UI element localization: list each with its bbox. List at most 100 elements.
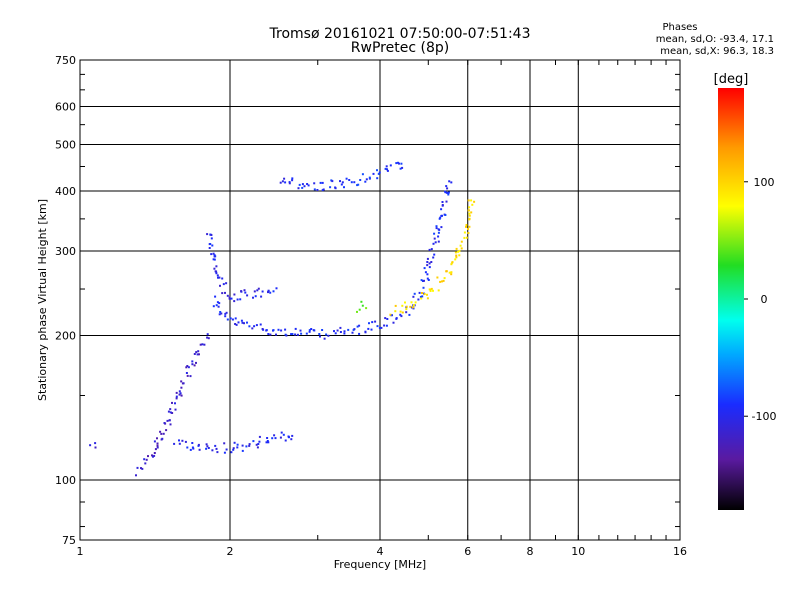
data-point	[253, 290, 256, 293]
data-point	[435, 227, 438, 230]
data-point	[343, 330, 346, 333]
data-point	[386, 318, 389, 320]
data-point	[219, 284, 221, 287]
grid-lines	[80, 60, 680, 540]
y-tick-label: 200	[55, 330, 76, 343]
data-point	[429, 290, 432, 292]
data-point	[283, 177, 286, 180]
data-point	[267, 333, 270, 335]
data-point	[206, 233, 209, 236]
data-point	[401, 166, 404, 169]
data-point	[218, 276, 221, 279]
data-point	[240, 319, 243, 322]
data-point	[401, 311, 404, 314]
data-point	[325, 333, 328, 336]
data-point	[321, 329, 324, 331]
data-point	[229, 317, 232, 320]
data-point	[212, 252, 215, 255]
x-tick-label: 2	[227, 545, 234, 558]
data-point	[237, 321, 240, 324]
data-point	[239, 298, 242, 301]
data-point	[175, 395, 178, 398]
data-point	[468, 212, 471, 215]
data-point	[412, 295, 415, 298]
data-point	[245, 445, 248, 448]
data-point	[241, 449, 244, 452]
data-point	[412, 307, 415, 310]
data-point	[358, 324, 361, 327]
data-point	[159, 430, 162, 433]
data-point	[193, 364, 196, 367]
data-point	[400, 162, 403, 165]
data-point	[236, 446, 239, 449]
data-point	[248, 444, 251, 447]
data-point	[269, 291, 272, 294]
data-point	[171, 412, 174, 414]
data-point	[437, 235, 440, 238]
data-point	[372, 172, 375, 175]
data-point	[429, 288, 432, 291]
data-point	[144, 462, 147, 465]
data-point	[220, 312, 223, 315]
data-point	[206, 336, 209, 339]
data-point	[377, 172, 380, 175]
data-point	[231, 318, 234, 321]
data-point	[195, 361, 197, 364]
data-point	[441, 204, 444, 206]
data-point	[151, 454, 153, 457]
data-point	[334, 332, 337, 335]
data-point	[418, 291, 421, 294]
data-point	[241, 321, 244, 324]
data-point	[399, 310, 402, 313]
data-point	[329, 186, 332, 189]
data-point	[193, 353, 196, 355]
data-point	[341, 181, 344, 184]
phases-stats-heading: Phases	[662, 22, 698, 33]
data-point	[384, 167, 387, 170]
data-point	[178, 439, 180, 442]
data-point	[291, 434, 294, 437]
data-point	[189, 448, 192, 451]
data-point	[465, 236, 468, 239]
data-point	[458, 254, 461, 257]
data-point	[439, 280, 442, 283]
data-point	[191, 442, 194, 444]
data-point	[401, 304, 404, 307]
data-point	[441, 201, 444, 203]
data-point	[290, 438, 293, 441]
data-point	[174, 408, 177, 411]
data-point	[339, 326, 342, 329]
data-point	[426, 273, 429, 276]
data-point	[225, 448, 228, 451]
data-point	[271, 437, 274, 440]
data-point	[400, 315, 403, 318]
data-point	[186, 446, 189, 449]
data-point	[445, 200, 448, 203]
data-point	[368, 176, 371, 179]
data-point	[255, 324, 258, 327]
data-point	[299, 329, 302, 332]
data-point	[251, 327, 254, 330]
data-point	[433, 253, 436, 256]
data-point	[199, 343, 202, 346]
data-point	[361, 173, 364, 176]
data-point	[420, 297, 423, 300]
data-point	[189, 375, 192, 378]
data-point	[273, 434, 276, 437]
data-point	[162, 432, 165, 435]
data-point	[460, 240, 463, 243]
data-point	[420, 279, 423, 282]
data-point	[267, 291, 269, 294]
data-point	[225, 282, 228, 285]
data-point	[230, 451, 233, 454]
data-point	[246, 321, 248, 324]
data-point	[334, 187, 337, 190]
data-point	[209, 233, 212, 236]
data-point	[424, 271, 427, 274]
data-point	[182, 382, 185, 385]
data-point	[436, 276, 439, 279]
data-point	[285, 334, 288, 337]
data-point	[306, 183, 309, 185]
data-point	[386, 169, 389, 172]
data-point	[221, 277, 224, 280]
